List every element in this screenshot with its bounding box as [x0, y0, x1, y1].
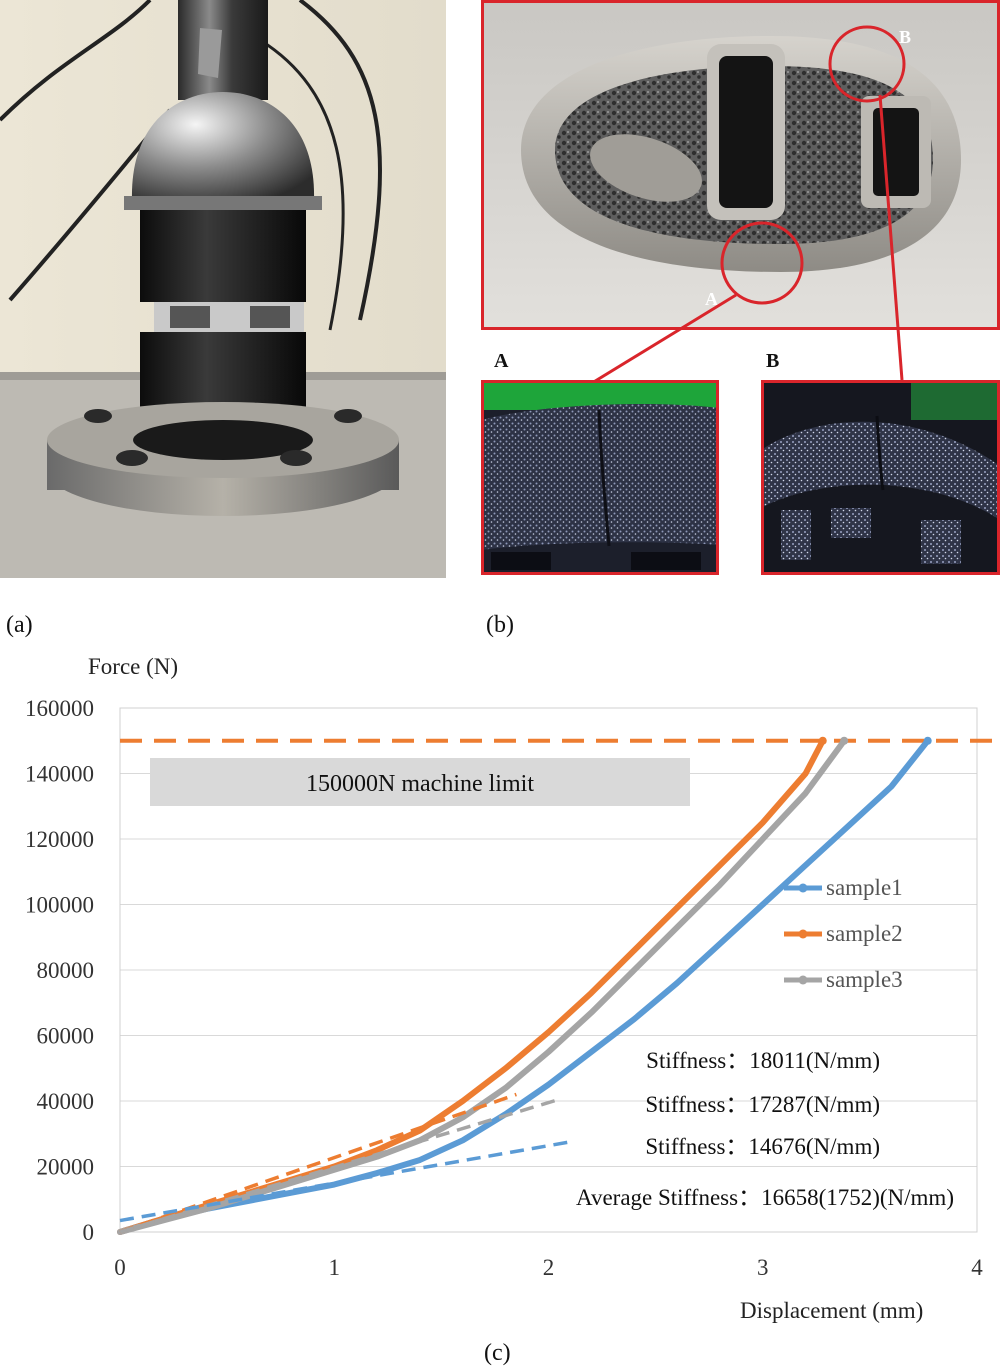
average-stiffness-annotation: Average Stiffness：16658(1752)(N/mm) [576, 1185, 954, 1210]
connector-b [878, 94, 904, 381]
x-axis-label: Displacement (mm) [740, 1298, 923, 1323]
connector-a [591, 293, 737, 385]
stiffness-annotation-3: Stiffness：14676(N/mm) [645, 1134, 880, 1159]
legend-label-sample3: sample3 [826, 967, 903, 992]
y-tick-labels: 0 20000 40000 60000 80000 100000 120000 140000 1… [25, 696, 94, 1245]
circle-a-label: A [705, 289, 718, 309]
series-end-point-sample3 [840, 736, 849, 745]
machine-limit-box [150, 758, 690, 806]
legend-label-sample1: sample1 [826, 875, 903, 900]
implant-illustration: B A [481, 0, 1000, 330]
legend-marker-sample3 [798, 975, 808, 985]
y-tick-label: 160000 [25, 696, 94, 721]
legend-marker-sample1 [798, 883, 808, 893]
inset-b-label: B [766, 350, 780, 372]
inset-a-label: A [494, 350, 509, 372]
y-tick-label: 20000 [37, 1155, 95, 1180]
stiffness-annotation-1: Stiffness：18011(N/mm) [646, 1048, 880, 1073]
inset-a-photo [481, 380, 719, 575]
series-line-sample1 [117, 737, 931, 1235]
y-tick-label: 60000 [37, 1024, 95, 1049]
implant-photo: B A [481, 0, 1000, 330]
y-tick-label: 80000 [37, 958, 95, 983]
fit-line-sample3 [119, 1097, 560, 1234]
test-rig-photo [0, 0, 446, 578]
force-displacement-chart: Force (N) Displacement (mm) 0 20000 40000 6… [25, 654, 1000, 1323]
x-tick-label: 2 [543, 1255, 555, 1280]
x-tick-label: 1 [329, 1255, 341, 1280]
zoom-connectors [591, 94, 904, 385]
x-tick-label: 3 [757, 1255, 769, 1280]
inset-b-photo [761, 380, 1000, 575]
series-line-sample2 [117, 737, 826, 1235]
y-tick-label: 0 [83, 1220, 95, 1245]
y-axis-label: Force (N) [88, 654, 178, 679]
legend-marker-sample2 [798, 929, 808, 939]
x-tick-label: 4 [971, 1255, 983, 1280]
x-tick-label: 0 [114, 1255, 126, 1280]
series-end-point-sample2 [818, 736, 827, 745]
x-tick-labels: 0 1 2 3 4 [114, 1255, 983, 1280]
stiffness-annotation-2: Stiffness：17287(N/mm) [645, 1092, 880, 1117]
legend: sample1 sample2 sample3 [784, 875, 903, 992]
fit-line-layer [119, 1092, 571, 1234]
machine-limit-label: 150000N machine limit [306, 771, 534, 797]
circle-b-label: B [899, 27, 911, 47]
panel-c-label: (c) [484, 1340, 511, 1366]
test-rig-illustration [0, 0, 446, 578]
y-tick-label: 120000 [25, 827, 94, 852]
y-tick-label: 40000 [37, 1089, 95, 1114]
panel-b-label: (b) [486, 612, 514, 638]
y-tick-label: 100000 [25, 893, 94, 918]
series-end-point-sample1 [923, 736, 932, 745]
panel-a-label: (a) [6, 612, 33, 638]
legend-label-sample2: sample2 [826, 921, 903, 946]
plot-frame [119, 707, 978, 1233]
y-tick-label: 140000 [25, 762, 94, 787]
fit-line-sample1 [119, 1140, 571, 1223]
